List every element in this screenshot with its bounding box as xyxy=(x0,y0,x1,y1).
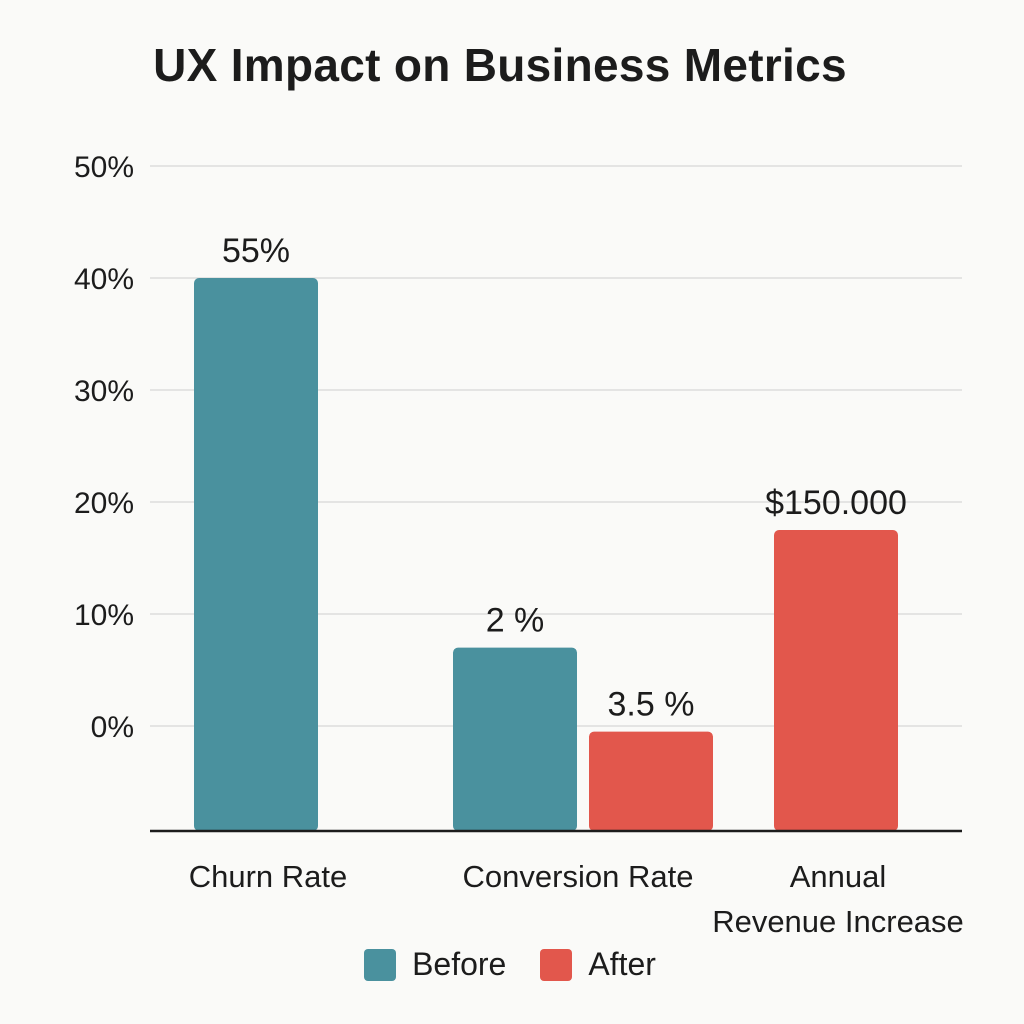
bar-before xyxy=(453,647,577,831)
x-category-label: Conversion Rate xyxy=(463,859,694,894)
y-tick-label: 30% xyxy=(74,375,134,408)
y-tick-label: 10% xyxy=(74,599,134,632)
chart-title: UX Impact on Business Metrics xyxy=(153,39,847,91)
legend-swatch-after xyxy=(540,948,573,981)
data-label: 2 % xyxy=(486,602,545,640)
data-label: $150.000 xyxy=(765,484,907,522)
x-category-label: Revenue Increase xyxy=(712,904,964,939)
legend-item-before: Before xyxy=(364,946,506,983)
bar-before xyxy=(194,278,318,831)
bar-after xyxy=(589,731,713,831)
x-category-label: Annual xyxy=(790,859,887,894)
y-tick-label: 0% xyxy=(91,711,134,744)
legend: Before After xyxy=(0,946,1020,983)
x-category-label: Churn Rate xyxy=(189,859,348,894)
bar-after xyxy=(774,530,898,831)
data-label: 55% xyxy=(222,232,290,270)
legend-label-before: Before xyxy=(412,946,507,982)
y-tick-label: 20% xyxy=(74,487,134,520)
y-tick-label: 50% xyxy=(74,151,134,184)
legend-swatch-before xyxy=(364,948,397,981)
legend-item-after: After xyxy=(540,946,656,983)
data-label: 3.5 % xyxy=(608,686,695,724)
legend-label-after: After xyxy=(588,946,656,982)
y-tick-label: 40% xyxy=(74,263,134,296)
